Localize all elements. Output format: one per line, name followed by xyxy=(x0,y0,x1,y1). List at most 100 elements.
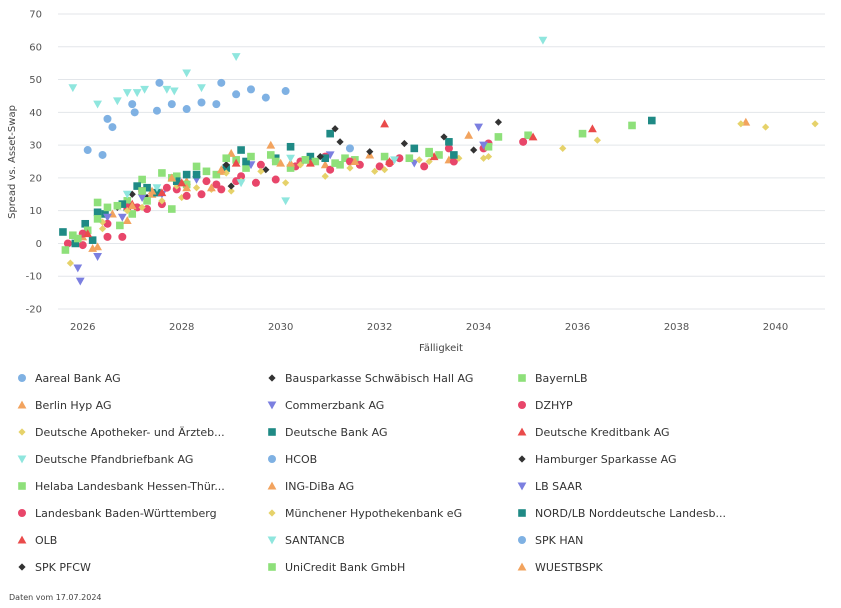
data-point xyxy=(172,177,181,185)
data-point xyxy=(811,120,819,128)
data-point xyxy=(182,170,191,179)
data-point xyxy=(222,161,230,169)
data-point xyxy=(286,142,295,151)
legend-item-unicredit-bank-gmbh[interactable]: UniCredit Bank GmbH xyxy=(268,561,405,574)
data-point xyxy=(66,259,74,267)
data-point xyxy=(306,152,315,161)
data-point xyxy=(182,191,191,200)
data-point xyxy=(138,203,146,211)
x-tick-label: 2030 xyxy=(268,322,293,333)
data-point xyxy=(494,118,503,126)
legend-item-deutsche-bank-ag[interactable]: Deutsche Bank AG xyxy=(268,426,388,439)
data-point xyxy=(93,198,102,207)
data-point xyxy=(470,146,478,154)
legend-item-berlin-hyp-ag[interactable]: Berlin Hyp AG xyxy=(17,399,112,412)
data-point xyxy=(524,131,532,140)
data-point xyxy=(59,228,67,236)
data-point xyxy=(93,208,102,217)
data-point xyxy=(237,172,246,181)
data-point xyxy=(71,239,80,248)
legend-item-commerzbank-ag[interactable]: Commerzbank AG xyxy=(267,399,385,412)
data-point xyxy=(143,197,151,205)
data-point xyxy=(449,157,458,166)
series-spk-pfcw xyxy=(227,146,478,190)
data-point xyxy=(628,121,636,130)
data-point xyxy=(133,182,141,190)
data-point xyxy=(588,124,597,133)
data-point xyxy=(464,130,474,139)
legend-item-santancb[interactable]: SANTANCB xyxy=(267,534,345,547)
legend-item-bausparkasse-schw-bisch-hall-ag[interactable]: Bausparkasse Schwäbisch Hall AG xyxy=(268,372,473,385)
data-point xyxy=(182,105,191,114)
y-axis-title: Spread vs. Asset-Swap xyxy=(7,105,18,219)
legend-label: Deutsche Bank AG xyxy=(285,426,388,439)
data-point xyxy=(305,158,315,167)
legend-item-helaba-landesbank-hessen-th-r[interactable]: Helaba Landesbank Hessen-Thür... xyxy=(18,480,225,493)
y-tick-label: 40 xyxy=(29,108,42,119)
legend-item-wuestbspk[interactable]: WUESTBSPK xyxy=(517,561,604,574)
data-point xyxy=(286,164,295,172)
series-wuestbspk xyxy=(88,157,360,252)
y-axis-ticks: -20 -10 0 10 20 30 40 50 60 70 xyxy=(26,10,42,316)
data-point xyxy=(336,160,344,169)
data-point xyxy=(325,151,335,160)
data-point xyxy=(192,184,201,192)
data-point xyxy=(346,164,354,172)
data-point xyxy=(286,154,295,163)
data-point xyxy=(202,177,211,186)
legend-item-landesbank-baden-w-rttemberg[interactable]: Landesbank Baden-Württemberg xyxy=(18,507,217,520)
legend-item-bayernlb[interactable]: BayernLB xyxy=(518,372,588,385)
data-point xyxy=(217,78,226,87)
data-point xyxy=(519,137,528,146)
y-tick-label: -10 xyxy=(26,272,42,283)
y-tick-label: 30 xyxy=(29,141,42,152)
data-point xyxy=(242,164,250,172)
legend-marker xyxy=(517,482,527,491)
data-point xyxy=(182,69,192,78)
data-point xyxy=(326,129,334,138)
data-point xyxy=(172,172,181,181)
data-point xyxy=(222,154,231,163)
data-point xyxy=(216,165,226,174)
legend-label: SANTANCB xyxy=(285,534,345,547)
legend-item-lb-saar[interactable]: LB SAAR xyxy=(517,480,583,493)
data-point xyxy=(450,151,458,159)
data-point xyxy=(128,100,137,109)
legend-marker xyxy=(268,428,276,436)
legend-label: SPK PFCW xyxy=(35,561,91,574)
legend-item-aareal-bank-ag[interactable]: Aareal Bank AG xyxy=(18,372,121,385)
data-point xyxy=(415,156,423,164)
legend-item-olb[interactable]: OLB xyxy=(17,534,58,547)
data-point xyxy=(103,232,112,241)
legend-item-spk-han[interactable]: SPK HAN xyxy=(518,534,583,547)
legend-item-deutsche-pfandbriefbank-ag[interactable]: Deutsche Pfandbriefbank AG xyxy=(17,453,194,466)
data-point xyxy=(128,210,137,218)
legend-item-deutsche-apotheker-und-rzteb[interactable]: Deutsche Apotheker- und Ärzteb... xyxy=(18,426,225,439)
data-point xyxy=(232,177,241,186)
series-nord-lb-norddeutsche-landesb xyxy=(93,151,458,217)
legend-item-spk-pfcw[interactable]: SPK PFCW xyxy=(18,561,91,574)
legend-item-nord-lb-norddeutsche-landesb[interactable]: NORD/LB Norddeutsche Landesb... xyxy=(518,507,726,520)
legend-label: Berlin Hyp AG xyxy=(35,399,112,412)
legend-marker xyxy=(17,455,27,464)
data-point xyxy=(93,242,102,251)
data-point xyxy=(212,100,221,109)
legend-item-dzhyp[interactable]: DZHYP xyxy=(518,399,573,412)
legend-label: HCOB xyxy=(285,453,317,466)
data-point xyxy=(538,36,548,45)
legend-item-hcob[interactable]: HCOB xyxy=(268,453,317,466)
data-point xyxy=(152,106,161,115)
data-point xyxy=(137,194,147,202)
data-point xyxy=(336,138,344,146)
data-point xyxy=(380,152,389,161)
legend-item-ing-diba-ag[interactable]: ING-DiBa AG xyxy=(267,480,355,493)
data-point xyxy=(762,123,770,131)
series-deutsche-apotheker-und-rzteb xyxy=(66,120,819,267)
y-tick-label: -20 xyxy=(26,305,42,316)
legend-label: Aareal Bank AG xyxy=(35,372,121,385)
data-date-footnote: Daten vom 17.07.2024 xyxy=(9,593,102,602)
legend-item-hamburger-sparkasse-ag[interactable]: Hamburger Sparkasse AG xyxy=(518,453,677,466)
legend-item-m-nchener-hypothekenbank-eg[interactable]: Münchener Hypothekenbank eG xyxy=(268,507,462,520)
legend-item-deutsche-kreditbank-ag[interactable]: Deutsche Kreditbank AG xyxy=(517,426,670,439)
data-point xyxy=(157,188,167,197)
